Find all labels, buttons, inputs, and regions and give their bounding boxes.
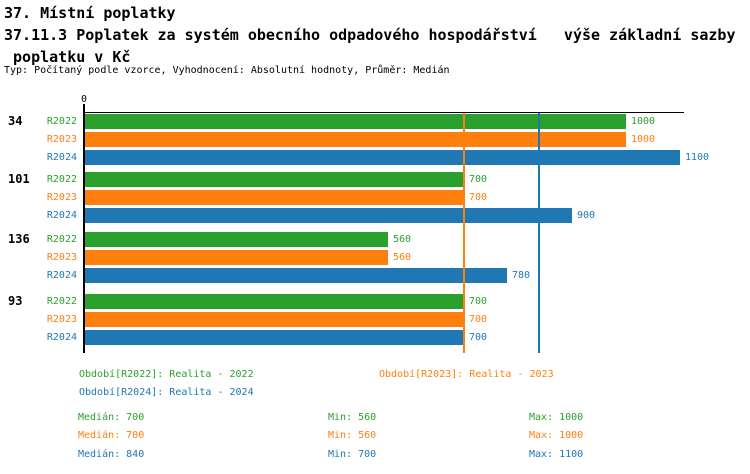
bar-value-label: 700 (469, 296, 488, 307)
series-row-label: R2024 (46, 152, 77, 163)
bar-value-label: 700 (469, 174, 488, 185)
bar (85, 294, 464, 309)
bar (85, 268, 507, 283)
series-row-label: R2022 (46, 174, 77, 185)
stat-max: Max: 1100 (529, 449, 584, 460)
bar-value-label: 700 (469, 332, 488, 343)
stat-max: Max: 1000 (529, 412, 584, 423)
series-row-label: R2024 (46, 270, 77, 281)
stat-min: Min: 560 (328, 412, 377, 423)
bar (85, 172, 464, 187)
stat-min: Min: 700 (328, 449, 377, 460)
median-reference-line (463, 113, 465, 353)
chart-title: 37. Místní poplatky (4, 4, 176, 22)
group-label: 93 (8, 294, 23, 308)
stat-min: Min: 560 (328, 430, 377, 441)
series-row-label: R2022 (46, 296, 77, 307)
x-axis-zero-tick (83, 104, 85, 112)
stat-median: Medián: 700 (78, 430, 145, 441)
chart-subtitle-line1: 37.11.3 Poplatek za systém obecního odpa… (4, 26, 736, 44)
legend-item: Období[R2022]: Realita - 2022 (79, 369, 254, 380)
chart-meta-line: Typ: Počítaný podle vzorce, Vyhodnocení:… (4, 65, 450, 76)
bar-value-label: 1100 (685, 152, 710, 163)
bar (85, 190, 464, 205)
x-axis-line (84, 112, 684, 113)
legend-item: Období[R2024]: Realita - 2024 (79, 387, 254, 398)
bar-value-label: 700 (469, 314, 488, 325)
bar (85, 114, 626, 129)
bar (85, 312, 464, 327)
series-row-label: R2023 (46, 314, 77, 325)
stat-median: Medián: 840 (78, 449, 145, 460)
bar (85, 232, 388, 247)
bar (85, 330, 464, 345)
bar-value-label: 780 (512, 270, 531, 281)
chart-subtitle-line2: poplatku v Kč (4, 48, 131, 66)
bar (85, 150, 680, 165)
series-row-label: R2023 (46, 192, 77, 203)
bar-value-label: 560 (393, 234, 412, 245)
legend-item: Období[R2023]: Realita - 2023 (379, 369, 554, 380)
bar (85, 208, 572, 223)
group-label: 101 (8, 172, 30, 186)
bar-value-label: 560 (393, 252, 412, 263)
bar-value-label: 900 (577, 210, 596, 221)
series-row-label: R2023 (46, 252, 77, 263)
series-row-label: R2024 (46, 332, 77, 343)
bar-value-label: 700 (469, 192, 488, 203)
series-row-label: R2022 (46, 234, 77, 245)
series-row-label: R2023 (46, 134, 77, 145)
bar-value-label: 1000 (631, 116, 656, 127)
group-label: 34 (8, 114, 23, 128)
series-row-label: R2022 (46, 116, 77, 127)
bar (85, 250, 388, 265)
bar (85, 132, 626, 147)
stat-max: Max: 1000 (529, 430, 584, 441)
group-label: 136 (8, 232, 30, 246)
stat-median: Medián: 700 (78, 412, 145, 423)
median-reference-line (538, 113, 540, 353)
y-axis-line (83, 112, 85, 353)
bar-value-label: 1000 (631, 134, 656, 145)
x-axis-zero-tick-label: 0 (80, 94, 88, 105)
series-row-label: R2024 (46, 210, 77, 221)
